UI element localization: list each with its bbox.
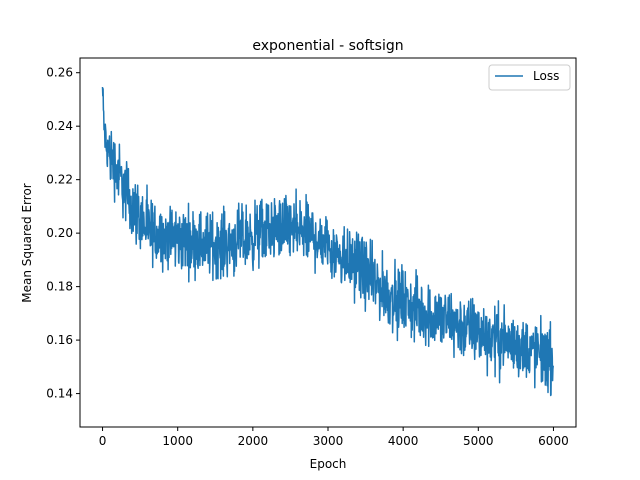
x-tick-label: 1000: [162, 434, 193, 448]
series-line-loss: [101, 86, 554, 397]
x-axis: 0 1000 2000 3000 4000 5000 6000: [99, 427, 569, 448]
legend-box: [488, 64, 571, 91]
y-tick-label: 0.16: [46, 333, 73, 347]
legend-label-loss: Loss: [533, 69, 559, 83]
x-tick-label: 0: [99, 434, 107, 448]
y-axis: 0.14 0.16 0.18 0.20 0.22 0.24 0.26: [46, 66, 80, 401]
legend: Loss: [488, 64, 571, 91]
plot-area: [79, 57, 577, 428]
y-tick-label: 0.18: [46, 280, 73, 294]
x-axis-label: Epoch: [310, 457, 347, 471]
x-tick-label: 6000: [538, 434, 569, 448]
x-tick-label: 3000: [313, 434, 344, 448]
chart-title: exponential - softsign: [252, 38, 403, 54]
y-tick-label: 0.14: [46, 387, 73, 401]
x-tick-label: 4000: [388, 434, 419, 448]
y-tick-label: 0.20: [46, 226, 73, 240]
y-axis-label: Mean Squared Error: [20, 183, 34, 303]
y-tick-label: 0.22: [46, 173, 73, 187]
x-tick-label: 5000: [463, 434, 494, 448]
y-tick-label: 0.26: [46, 66, 73, 80]
y-tick-label: 0.24: [46, 119, 73, 133]
x-tick-label: 2000: [238, 434, 269, 448]
